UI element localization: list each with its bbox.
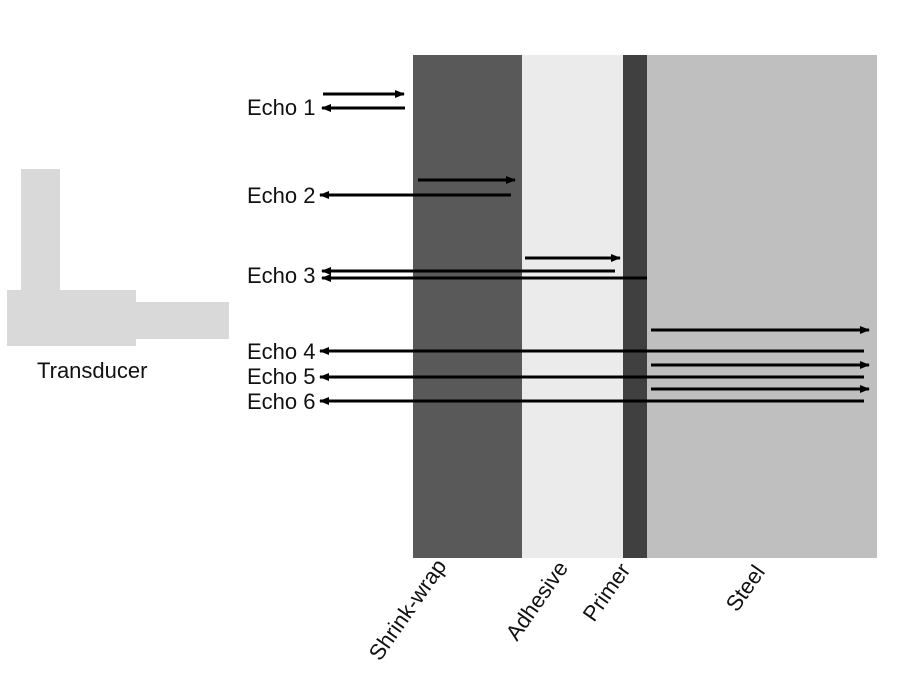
transducer-stem — [21, 169, 60, 291]
echo-label-4: Echo 4 — [247, 339, 316, 364]
layer-label-steel: Steel — [721, 560, 770, 615]
transducer-body — [7, 290, 136, 346]
echo-label-2: Echo 2 — [247, 183, 316, 208]
echo-label-1: Echo 1 — [247, 95, 316, 120]
layer-label-shrink-wrap: Shrink-wrap — [364, 554, 452, 664]
layer-shrink-wrap — [413, 55, 522, 558]
echo-label-3: Echo 3 — [247, 263, 316, 288]
transducer-shape — [7, 169, 229, 346]
layer-steel — [647, 55, 877, 558]
echo-arrows — [319, 90, 870, 405]
echo-label-5: Echo 5 — [247, 364, 316, 389]
layer-label-primer: Primer — [578, 558, 636, 625]
layer-primer — [623, 55, 647, 558]
transducer-label: Transducer — [37, 358, 147, 383]
echo-label-6: Echo 6 — [247, 389, 316, 414]
layer-label-adhesive: Adhesive — [501, 556, 573, 644]
transducer-cable — [134, 302, 229, 339]
layer-adhesive — [522, 55, 623, 558]
